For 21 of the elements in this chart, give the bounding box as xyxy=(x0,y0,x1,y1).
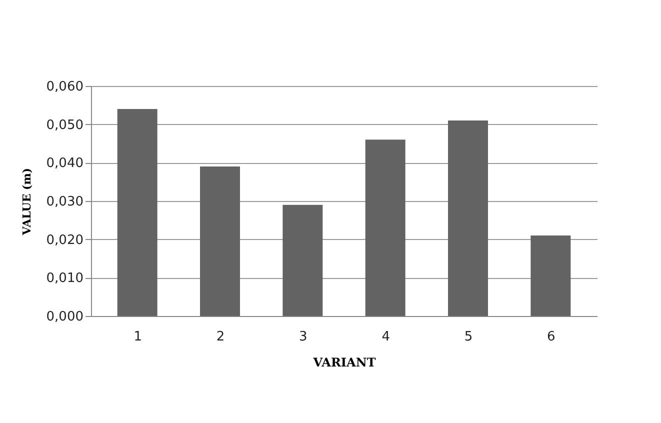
y-tick-label: 0,050 xyxy=(46,118,84,133)
y-tick-label: 0,060 xyxy=(46,80,84,94)
x-axis-title: VARIANT xyxy=(312,356,376,370)
x-tick-label: 5 xyxy=(464,330,473,344)
y-tick-label: 0,010 xyxy=(46,271,84,286)
x-tick-label: 4 xyxy=(382,330,390,344)
bar xyxy=(200,166,240,316)
bar xyxy=(365,140,406,316)
y-axis-title: VALUE (m) xyxy=(20,168,34,236)
y-tick-label: 0,040 xyxy=(46,156,84,172)
x-tick-label: 1 xyxy=(134,330,142,344)
x-tick-label: 3 xyxy=(299,330,308,344)
bar xyxy=(282,204,323,316)
y-tick-label: 0,000 xyxy=(46,310,84,324)
y-tick-label: 0,020 xyxy=(46,232,84,248)
y-tick-label: 0,030 xyxy=(46,194,84,210)
x-tick-label: 2 xyxy=(216,330,225,344)
bar xyxy=(530,236,571,316)
x-tick-label: 6 xyxy=(547,330,556,344)
bar xyxy=(448,120,488,316)
bar xyxy=(117,109,158,316)
